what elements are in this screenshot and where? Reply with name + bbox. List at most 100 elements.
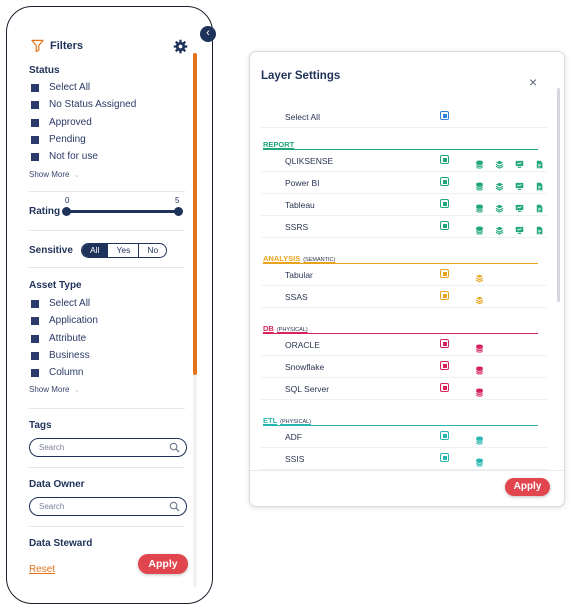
- layer-label: ADF: [285, 432, 302, 442]
- layer-label: SSIS: [285, 454, 305, 464]
- layer-row-sql-server[interactable]: SQL Server: [261, 378, 547, 400]
- funnel-icon: [31, 39, 44, 52]
- group-divider: [263, 263, 538, 264]
- layer-label: QLIKSENSE: [285, 156, 334, 166]
- layer-settings-modal: Layer Settings × Select All REPORT QLIKSEN…: [249, 51, 565, 507]
- rating-max-label: 5: [175, 196, 180, 205]
- layer-row-adf[interactable]: ADF: [261, 426, 547, 448]
- checkbox[interactable]: [31, 100, 39, 109]
- layer-row-snowflake[interactable]: Snowflake: [261, 356, 547, 378]
- asset-type-heading: Asset Type: [29, 280, 82, 291]
- database-icon: [475, 454, 484, 467]
- layer-label: ORACLE: [285, 340, 320, 350]
- group-subtitle: (PHYSICAL): [280, 419, 312, 425]
- checkbox[interactable]: [31, 299, 39, 308]
- layers-icon: [495, 156, 504, 169]
- layer-checkbox[interactable]: [440, 269, 449, 278]
- layer-checkbox[interactable]: [440, 383, 449, 392]
- rating-slider-track[interactable]: [66, 210, 179, 213]
- filters-scrollbar-thumb[interactable]: [193, 53, 197, 375]
- data-owner-heading: Data Owner: [29, 479, 85, 490]
- asset-option-business[interactable]: Business: [31, 350, 90, 361]
- asset-type-show-more[interactable]: Show More ⌄: [29, 385, 81, 394]
- checkbox[interactable]: [31, 334, 39, 343]
- status-option-approved[interactable]: Approved: [31, 117, 92, 128]
- sensitive-option-no[interactable]: No: [138, 244, 166, 257]
- search-icon: [169, 501, 180, 512]
- close-icon[interactable]: ×: [529, 74, 538, 90]
- group-name: ANALYSIS: [263, 254, 301, 263]
- tags-heading: Tags: [29, 420, 52, 431]
- layer-label: Tabular: [285, 270, 313, 280]
- divider: [29, 408, 185, 409]
- checkbox[interactable]: [31, 368, 39, 377]
- status-option-select-all[interactable]: Select All: [31, 82, 90, 93]
- layer-label: Power BI: [285, 178, 320, 188]
- layer-row-oracle[interactable]: ORACLE: [261, 334, 547, 356]
- modal-scrollbar[interactable]: [557, 88, 560, 302]
- checkbox[interactable]: [31, 152, 39, 161]
- layer-select-all[interactable]: Select All: [261, 106, 547, 128]
- layer-row-power-bi[interactable]: Power BI: [261, 172, 547, 194]
- layer-checkbox[interactable]: [440, 111, 449, 120]
- monitor-icon: [515, 178, 524, 190]
- asset-option-application[interactable]: Application: [31, 315, 98, 326]
- layer-checkbox[interactable]: [440, 339, 449, 348]
- rating-slider-max-handle[interactable]: [174, 207, 183, 216]
- layer-row-tabular[interactable]: Tabular: [261, 264, 547, 286]
- status-heading: Status: [29, 65, 60, 76]
- layer-checkbox[interactable]: [440, 291, 449, 300]
- asset-option-select-all[interactable]: Select All: [31, 298, 90, 309]
- database-icon: [475, 340, 484, 353]
- divider: [29, 467, 185, 468]
- asset-option-attribute[interactable]: Attribute: [31, 333, 86, 344]
- group-header-etl: ETL (PHYSICAL): [263, 416, 311, 425]
- status-option-no-status[interactable]: No Status Assigned: [31, 99, 136, 110]
- layer-row-tableau[interactable]: Tableau: [261, 194, 547, 216]
- status-show-more[interactable]: Show More ⌄: [29, 170, 81, 179]
- rating-min-label: 0: [65, 196, 70, 205]
- layers-icon: [495, 222, 504, 235]
- layer-checkbox[interactable]: [440, 155, 449, 164]
- layer-checkbox[interactable]: [440, 361, 449, 370]
- search-icon: [169, 442, 180, 453]
- checkbox[interactable]: [31, 351, 39, 360]
- checkbox[interactable]: [31, 118, 39, 127]
- status-option-pending[interactable]: Pending: [31, 134, 86, 145]
- cube-stack-icon: [475, 270, 484, 283]
- data-owner-search-input[interactable]: Search: [29, 497, 187, 516]
- group-divider: [263, 425, 538, 426]
- database-icon: [475, 222, 484, 235]
- layer-list: Select All REPORT QLIKSENSE Power BI Tableau…: [250, 102, 564, 470]
- gear-icon[interactable]: [173, 39, 188, 54]
- layer-checkbox[interactable]: [440, 221, 449, 230]
- layer-apply-button[interactable]: Apply: [505, 478, 550, 496]
- rating-slider-min-handle[interactable]: [62, 207, 71, 216]
- status-option-not-for-use[interactable]: Not for use: [31, 151, 98, 162]
- database-icon: [475, 200, 484, 213]
- filters-panel: Filters Status Select All No Status Assi…: [6, 6, 213, 604]
- reset-link[interactable]: Reset: [29, 564, 56, 575]
- checkbox[interactable]: [31, 135, 39, 144]
- layer-row-ssis[interactable]: SSIS: [261, 448, 547, 470]
- sensitive-option-all[interactable]: All: [82, 244, 108, 257]
- layer-label: Snowflake: [285, 362, 325, 372]
- layer-row-ssas[interactable]: SSAS: [261, 286, 547, 308]
- monitor-icon: [515, 156, 524, 168]
- collapse-panel-button[interactable]: ‹: [200, 26, 216, 42]
- checkbox[interactable]: [31, 83, 39, 92]
- layer-row-ssrs[interactable]: SSRS: [261, 216, 547, 238]
- layer-row-qliksense[interactable]: QLIKSENSE: [261, 150, 547, 172]
- chevron-left-icon: ‹: [206, 27, 210, 39]
- filters-apply-button[interactable]: Apply: [138, 554, 188, 574]
- asset-option-column[interactable]: Column: [31, 367, 83, 378]
- layer-checkbox[interactable]: [440, 199, 449, 208]
- layer-checkbox[interactable]: [440, 453, 449, 462]
- checkbox[interactable]: [31, 316, 39, 325]
- divider: [250, 470, 564, 471]
- layer-checkbox[interactable]: [440, 177, 449, 186]
- layer-checkbox[interactable]: [440, 431, 449, 440]
- sensitive-option-yes[interactable]: Yes: [107, 244, 138, 257]
- tags-search-input[interactable]: Search: [29, 438, 187, 457]
- layer-label: Select All: [285, 112, 320, 122]
